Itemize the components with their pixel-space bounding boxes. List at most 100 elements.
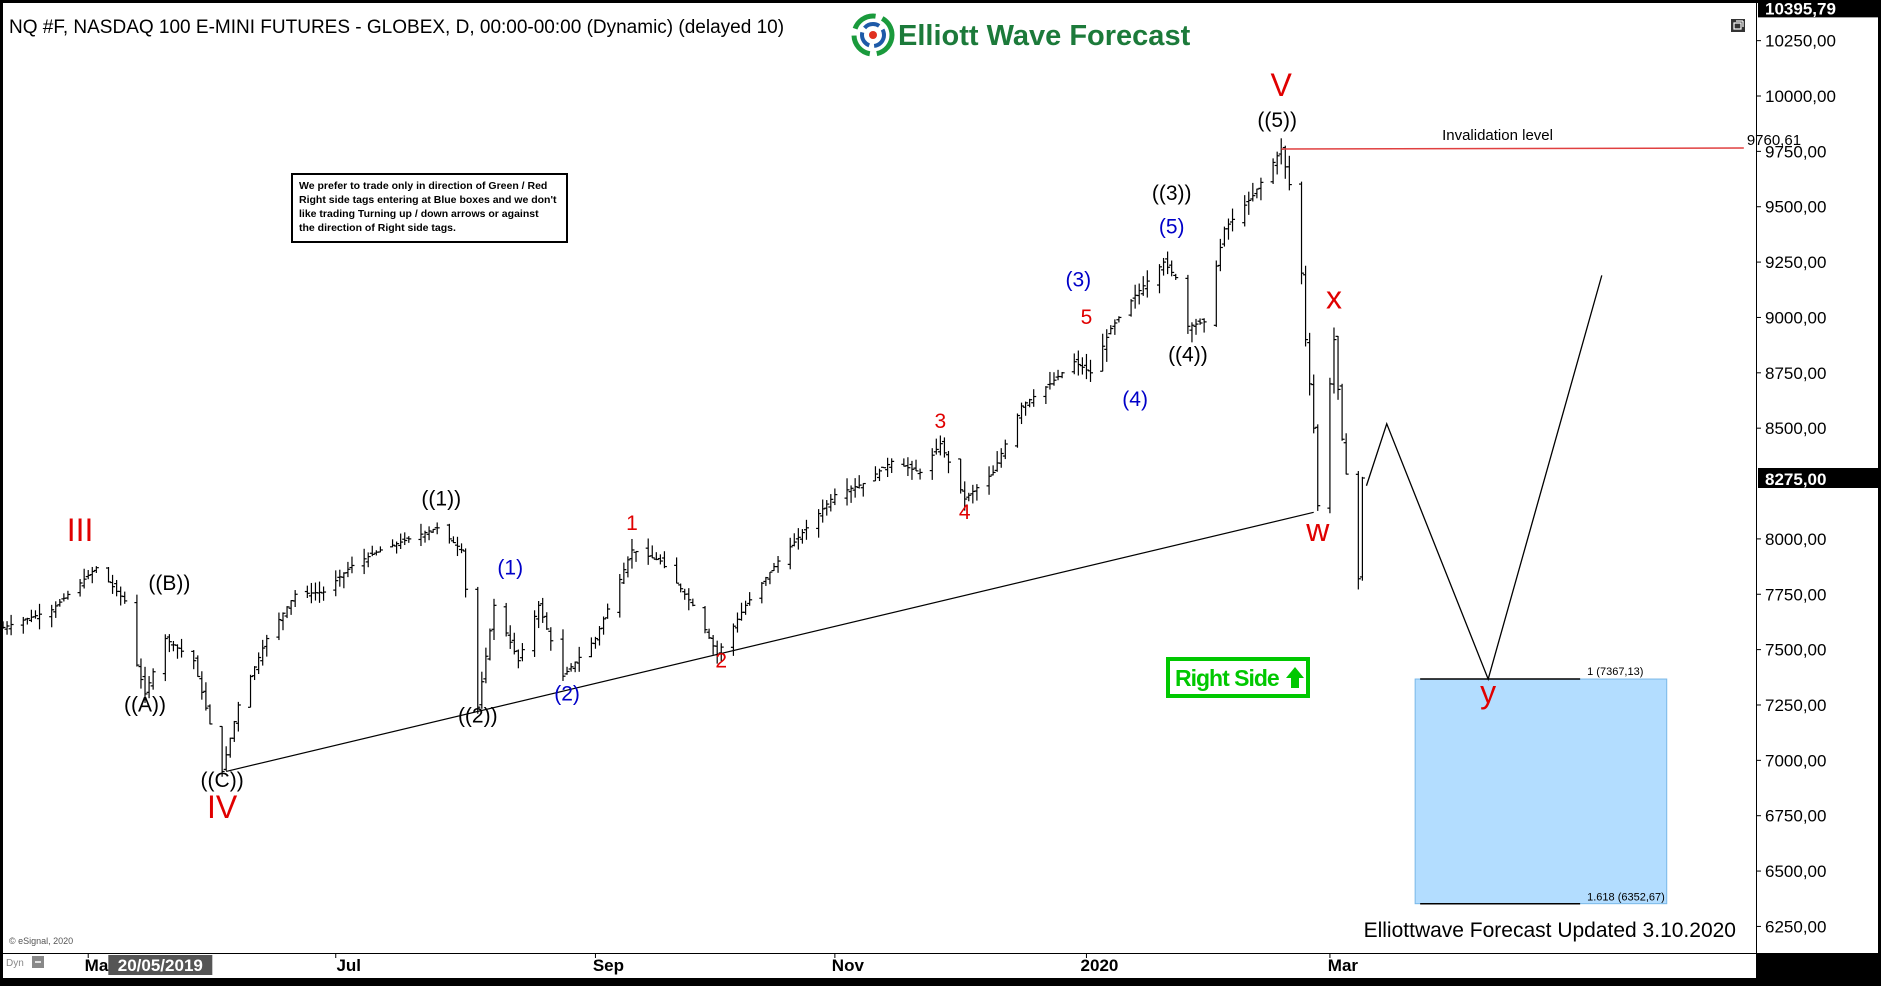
price-bar bbox=[256, 652, 262, 674]
price-bar bbox=[1059, 371, 1065, 379]
price-bar bbox=[657, 554, 663, 565]
price-bar bbox=[958, 458, 964, 494]
price-bar bbox=[974, 484, 980, 501]
x-tick-label: 2020 bbox=[1081, 956, 1119, 975]
wave-label: ((C)) bbox=[201, 769, 244, 792]
price-bar bbox=[365, 552, 371, 568]
price-bar bbox=[885, 457, 891, 478]
price-bar bbox=[369, 545, 375, 557]
price-bar bbox=[179, 638, 185, 658]
price-bar bbox=[37, 603, 43, 630]
price-bar bbox=[1246, 191, 1252, 215]
price-bar bbox=[292, 590, 298, 608]
price-bar bbox=[759, 582, 765, 604]
price-bar bbox=[203, 682, 209, 711]
price-bar bbox=[1343, 433, 1349, 475]
price-bar bbox=[820, 499, 826, 523]
price-bar bbox=[1193, 318, 1199, 335]
y-tick-label: 6500,00 bbox=[1765, 862, 1826, 881]
support-trendline bbox=[226, 511, 1314, 772]
last-price-box bbox=[1758, 468, 1878, 488]
price-bar bbox=[747, 592, 753, 606]
wave-label: ((B)) bbox=[148, 572, 190, 595]
price-bar bbox=[941, 437, 947, 458]
price-bar bbox=[491, 598, 497, 641]
price-bar bbox=[349, 556, 355, 574]
y-tick-label: 10250,00 bbox=[1765, 32, 1836, 51]
price-bar bbox=[430, 528, 436, 533]
price-bar bbox=[406, 536, 412, 543]
price-bar bbox=[248, 674, 254, 708]
price-bar bbox=[162, 634, 168, 682]
wave-label: V bbox=[1271, 67, 1293, 103]
price-bar bbox=[446, 523, 452, 544]
x-tick-label: Sep bbox=[593, 956, 624, 975]
price-bar bbox=[913, 459, 919, 472]
price-bar bbox=[601, 616, 607, 635]
price-bar bbox=[77, 579, 83, 597]
price-bar bbox=[560, 629, 566, 681]
blue-target-box bbox=[1414, 678, 1668, 905]
price-bar bbox=[653, 552, 659, 561]
wave-label: x bbox=[1326, 280, 1342, 316]
price-bar bbox=[146, 676, 152, 699]
price-bar bbox=[4, 621, 10, 635]
x-axis-group: May 20/05/2019 Jul Sep Nov 2020 Mar bbox=[85, 954, 1358, 975]
y-tick-label: 7500,00 bbox=[1765, 641, 1826, 660]
price-bar bbox=[1156, 264, 1162, 294]
price-bar bbox=[1242, 195, 1248, 227]
blue-target-box-group: 1 (7367,13) 1.618 (6352,67) bbox=[1414, 666, 1668, 905]
wave-label: 4 bbox=[959, 501, 971, 524]
top-price-label: 10395,79 bbox=[1765, 0, 1836, 18]
price-bar bbox=[1270, 158, 1276, 184]
price-bar bbox=[909, 460, 915, 480]
right-side-tag: Right Side bbox=[1166, 657, 1310, 698]
price-bar bbox=[1355, 471, 1361, 590]
price-bar bbox=[479, 671, 485, 709]
wave-label: ((4)) bbox=[1168, 344, 1208, 367]
price-bar bbox=[767, 571, 773, 585]
price-bar bbox=[605, 603, 611, 619]
price-bar bbox=[450, 536, 456, 544]
price-bar bbox=[702, 606, 708, 634]
price-bar bbox=[690, 598, 696, 607]
wave-labels-group: III ((B)) ((A)) ((C))IV ((1)) ((2)) (1) (2) 1 2 3 4… bbox=[67, 67, 1496, 825]
price-bar bbox=[260, 639, 266, 666]
logo-swirl-icon bbox=[851, 13, 895, 57]
price-bar bbox=[661, 551, 667, 569]
price-bar bbox=[763, 576, 769, 586]
price-bar bbox=[1144, 270, 1150, 298]
price-bar bbox=[134, 594, 140, 667]
wave-label: (1) bbox=[497, 556, 523, 579]
price-bar bbox=[1359, 476, 1365, 581]
price-bar bbox=[998, 448, 1004, 468]
y-tick-label: 7000,00 bbox=[1765, 751, 1826, 770]
price-bar bbox=[848, 485, 854, 503]
wave-label: y bbox=[1480, 674, 1496, 710]
price-bar bbox=[962, 481, 968, 511]
fib-1618-label: 1.618 (6352,67) bbox=[1587, 892, 1665, 904]
wave-label: III bbox=[67, 512, 94, 548]
price-bar bbox=[231, 720, 237, 742]
price-bar bbox=[422, 530, 428, 543]
projection-group bbox=[1365, 275, 1603, 682]
price-bar bbox=[191, 650, 197, 670]
price-bar bbox=[1014, 413, 1020, 448]
dyn-toggle-icon[interactable] bbox=[32, 956, 44, 968]
price-bar bbox=[345, 561, 351, 578]
price-bar bbox=[937, 435, 943, 456]
price-bar bbox=[150, 668, 156, 690]
y-tick-label: 8000,00 bbox=[1765, 530, 1826, 549]
price-bar bbox=[487, 628, 493, 661]
price-bar bbox=[881, 466, 887, 469]
right-side-label: Right Side bbox=[1175, 665, 1279, 691]
price-bar bbox=[0, 621, 6, 629]
window-restore-icon[interactable] bbox=[1731, 19, 1745, 32]
price-bar bbox=[1303, 265, 1309, 347]
notice-line-4: the direction of Right side tags. bbox=[299, 222, 456, 234]
price-bar bbox=[390, 539, 396, 548]
price-bar bbox=[860, 482, 866, 497]
crosshair-date-label: 20/05/2019 bbox=[118, 956, 203, 975]
price-bar bbox=[633, 550, 639, 562]
